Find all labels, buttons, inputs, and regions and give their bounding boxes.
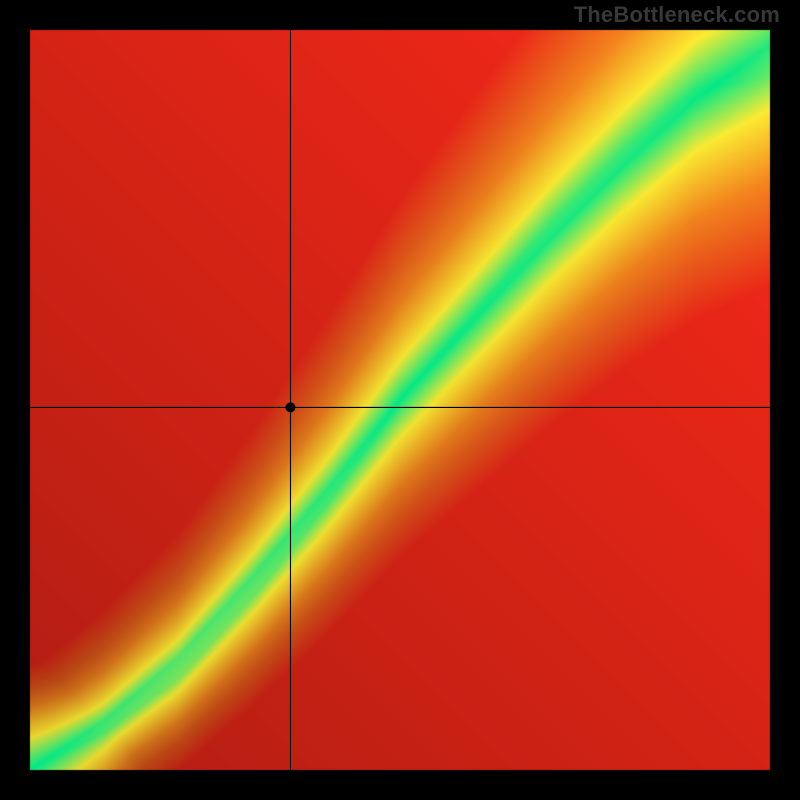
bottleneck-heatmap [0,0,800,800]
watermark-text: TheBottleneck.com [574,2,780,28]
chart-container: TheBottleneck.com [0,0,800,800]
